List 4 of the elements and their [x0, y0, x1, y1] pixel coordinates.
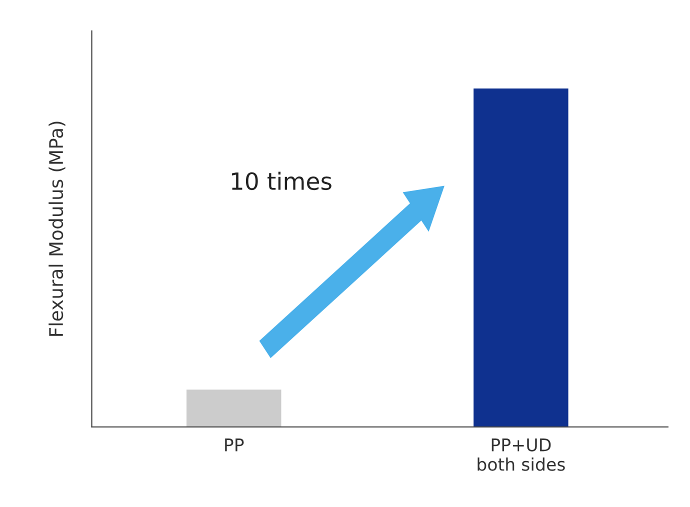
- x-tick-label: PP: [225, 438, 244, 452]
- annotation: 10 times: [232, 172, 332, 190]
- y-axis-title: Flexural Modulus (MPa): [48, 122, 66, 336]
- x-tick-label: PP+UD both sides: [478, 438, 565, 471]
